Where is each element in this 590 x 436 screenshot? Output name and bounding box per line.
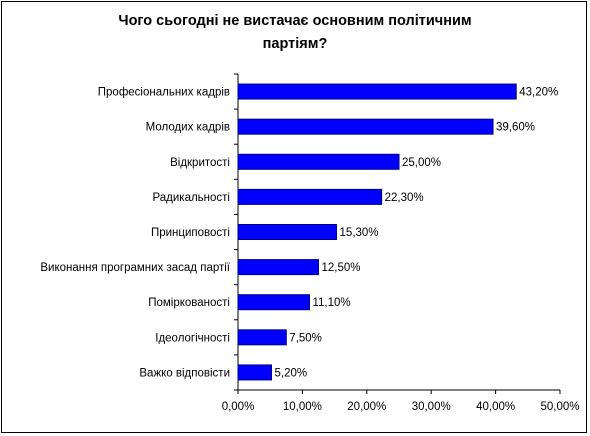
data-label: 12,50% [322,262,361,274]
data-label: 15,30% [340,227,379,239]
x-tick-label: 20,00% [347,401,386,413]
category-label: Молодих кадрів [146,122,230,134]
x-tick-label: 40,00% [476,401,515,413]
category-label: Відкритості [170,157,230,169]
bar [237,224,338,240]
category-label: Поміркованості [148,297,230,309]
category-label: Виконання програмних засад партії [40,262,230,274]
bar [237,259,319,276]
chart-title-line-2: партіям? [262,36,328,52]
chart-title-line-1: Чого сьогодні не вистачає основним політ… [118,13,472,29]
bar [237,153,400,170]
data-label: 5,20% [274,367,307,379]
category-label: Важко відповісти [139,367,230,379]
data-label: 43,20% [519,87,558,99]
x-tick-label: 0,00% [222,401,255,413]
bar [237,118,494,135]
bar [237,329,287,346]
data-label: 39,60% [496,122,535,134]
category-label: Принциповості [151,227,230,239]
category-label: Радикальності [152,192,230,204]
data-label: 11,10% [312,297,350,309]
x-tick-label: 10,00% [283,401,322,413]
bar [237,294,310,311]
chart-title: Чого сьогодні не вистачає основним політ… [40,10,550,56]
bar [237,364,272,381]
bar [237,188,383,205]
data-label: 22,30% [385,192,424,204]
x-tick-label: 30,00% [412,401,451,413]
category-label: Ідеологічності [155,332,230,344]
data-label: 25,00% [402,157,441,169]
x-tick-label: 50,00% [540,401,579,413]
category-label: Професіональних кадрів [98,87,230,99]
bar [237,83,517,100]
data-label: 7,50% [289,332,322,344]
